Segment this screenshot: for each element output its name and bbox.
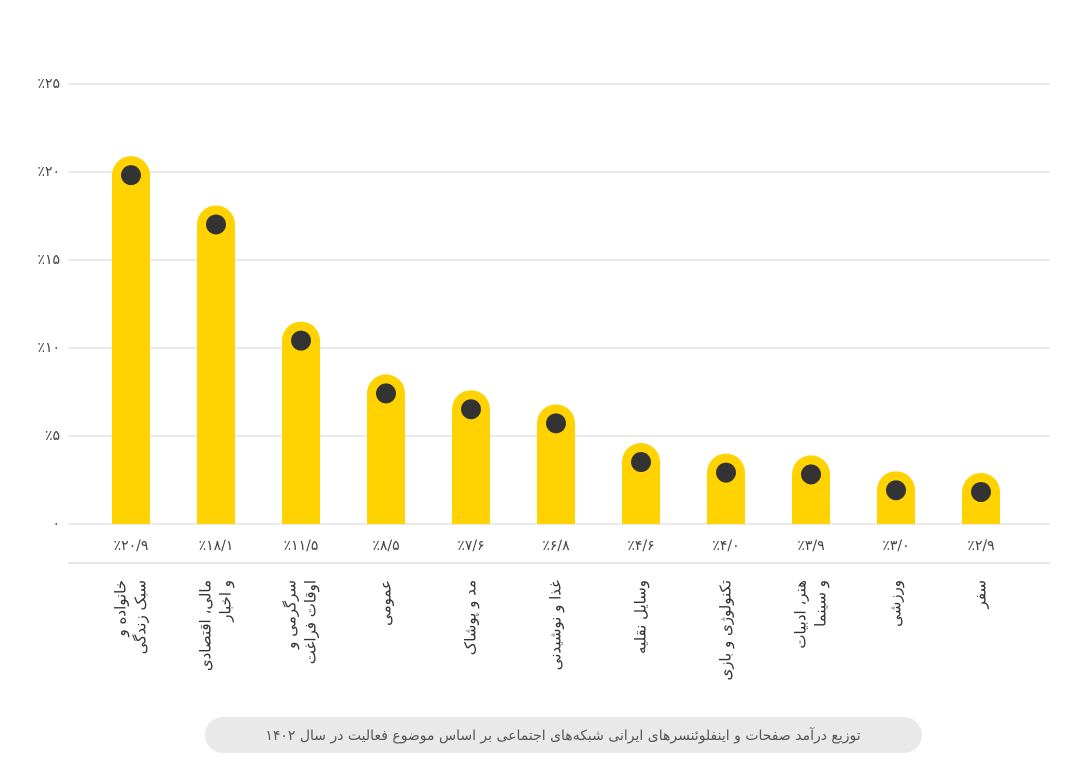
x-tick-label: و سینما [812,580,830,627]
bar [282,321,320,524]
bar [197,205,236,524]
x-tick-label: خانواده و [112,580,130,637]
bar-marker [971,481,991,502]
bar-marker [376,383,396,404]
value-label: ٪۳/۹ [797,538,824,554]
y-tick-label: ٪۲۵ [37,76,60,92]
y-tick-label: ٪۵ [45,428,60,444]
bar-marker [461,399,481,420]
bar-marker [631,452,651,473]
y-tick-label: ٪۱۰ [37,340,60,356]
x-tick-label: غذا و نوشیدنی [547,580,565,670]
value-label: ٪۷/۶ [457,538,484,554]
x-tick-label: سرگرمی و [282,580,300,650]
value-label: ٪۲۰/۹ [114,538,149,554]
x-tick-label: مد و پوشاک [462,580,481,655]
bar-marker [716,462,736,483]
x-tick-label: اوقات فراغت [302,580,320,664]
x-tick-label: عمومی [377,580,395,626]
value-label: ٪۸/۵ [372,538,399,554]
value-label: ٪۱۸/۱ [199,538,234,554]
x-tick-label: هنر، ادبیات [792,580,810,649]
x-tick-label: و اخبار [217,580,235,623]
x-tick-label: وسایل نقلیه [632,580,650,654]
bar-marker [206,214,226,235]
x-tick-label: ورزشی [887,580,905,627]
bar [112,156,150,524]
bar [537,404,575,524]
caption-box [205,717,922,753]
bar-marker [801,464,821,485]
bar-marker [291,330,311,351]
caption: توزیع درآمد صفحات و اینفلوئنسرهای ایرانی… [265,727,860,744]
bar [367,374,405,524]
bar-marker [546,413,566,434]
y-tick-label: ۰ [52,516,60,532]
value-label: ٪۴/۶ [627,538,654,554]
value-label: ٪۶/۸ [542,538,570,554]
value-label: ٪۱۱/۵ [284,538,319,554]
x-tick-label: سبک زندگی [132,580,150,654]
y-tick-label: ٪۲۰ [37,164,60,180]
value-label: ٪۴/۰ [712,538,739,554]
x-tick-label: مالی، اقتصادی [197,580,215,671]
bar-marker [886,480,906,501]
value-label: ٪۳/۰ [882,538,909,554]
y-tick-label: ٪۱۵ [37,252,60,268]
value-label: ٪۲/۹ [967,538,994,554]
x-tick-label: سفر [972,580,990,609]
x-tick-label: تکنولوژی و بازی [717,580,735,681]
bar [452,390,490,524]
bar-marker [121,165,141,186]
